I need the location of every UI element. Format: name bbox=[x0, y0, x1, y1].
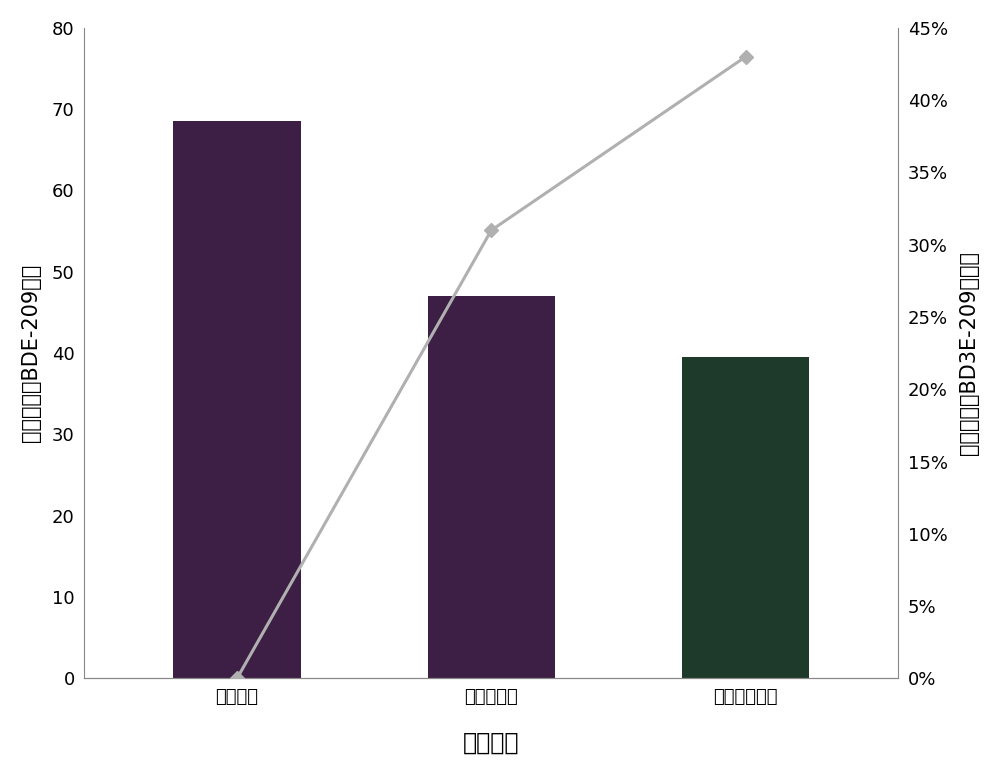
Y-axis label: 田间土壤中BDE-209含量: 田间土壤中BDE-209含量 bbox=[21, 264, 41, 442]
X-axis label: 修复周期: 修复周期 bbox=[463, 731, 520, 755]
Bar bbox=[173, 121, 301, 678]
Bar bbox=[682, 357, 809, 678]
Bar bbox=[428, 296, 555, 678]
Y-axis label: 田间土壤中BD3E-209去除率: 田间土壤中BD3E-209去除率 bbox=[959, 251, 979, 456]
